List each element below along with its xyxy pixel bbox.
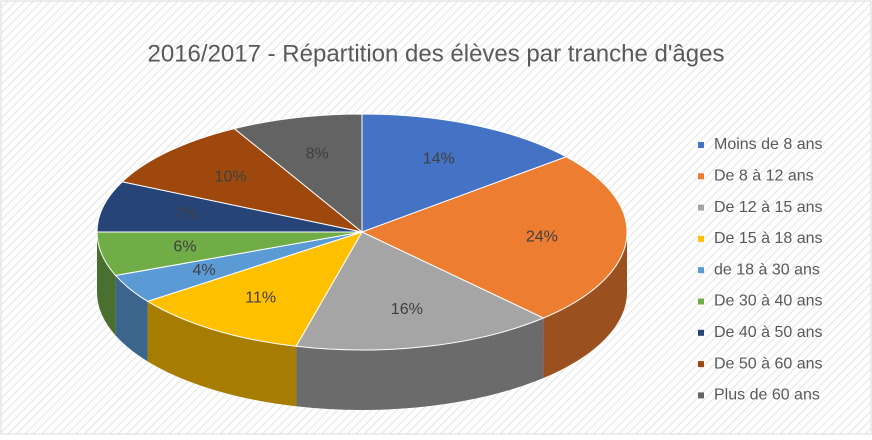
legend-swatch [698,173,704,180]
legend-label: De 30 à 40 ans [714,293,823,310]
legend-swatch [698,142,704,148]
slice-side [115,275,148,362]
slice [295,231,545,351]
slice [361,113,568,233]
legend-label: De 8 à 12 ans [714,168,814,185]
data-label: 14% [423,151,455,168]
slice-side [97,232,116,336]
slice-side-shade [97,232,116,336]
legend-label: De 12 à 15 ans [714,199,823,216]
legend-swatch [698,392,704,399]
data-label: 24% [526,228,558,245]
legend-swatch [698,329,704,336]
legend-label: De 15 à 18 ans [714,230,823,247]
legend-swatch [698,235,704,242]
legend-label: De 40 à 50 ans [714,324,823,341]
data-label: 4% [193,262,216,279]
slice-side [147,301,297,407]
legend-label: de 18 à 30 ans [714,261,820,278]
slice [360,156,628,319]
slice-side [543,232,627,379]
legend-swatch [698,267,704,274]
slice-side-shade [296,318,544,410]
data-label: 11% [245,290,276,307]
slice-side-shade [543,232,627,379]
data-label: 6% [173,238,196,255]
slice [96,181,363,233]
slice [233,113,363,234]
legend-label: Plus de 60 ans [714,387,820,404]
data-label: 8% [306,145,329,162]
legend-label: Moins de 8 ans [714,136,823,153]
slice-side [296,318,544,410]
slice-side-shade [115,275,148,362]
slice [121,128,363,233]
data-label: 16% [391,301,423,318]
legend-swatch [698,361,704,368]
slice [146,231,364,347]
data-label: 10% [215,168,247,185]
legend-swatch [698,204,704,211]
data-label: 7% [175,206,198,223]
legend-label: De 50 à 60 ans [714,355,823,372]
legend-swatch [698,298,704,305]
chart-title: 2016/2017 - Répartition des élèves par t… [148,40,725,67]
slice-side-shade [147,301,297,407]
